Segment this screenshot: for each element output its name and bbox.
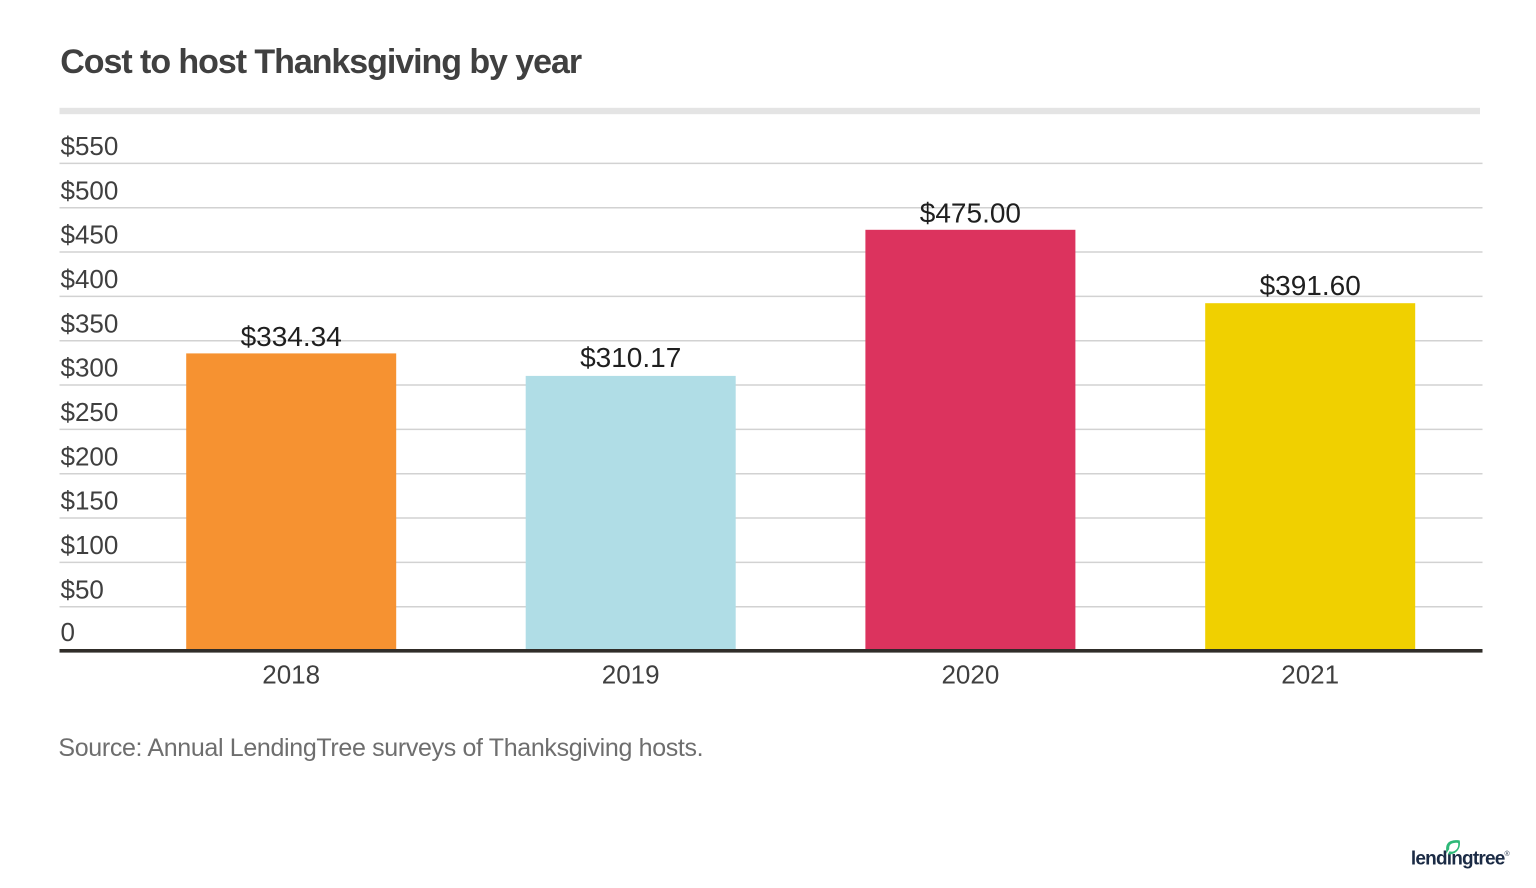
svg-text:$50: $50: [61, 574, 104, 604]
svg-text:$310.17: $310.17: [580, 342, 681, 373]
svg-text:lendıngtree: lendıngtree: [1411, 848, 1505, 869]
svg-text:2021: 2021: [1281, 660, 1339, 690]
svg-text:$475.00: $475.00: [920, 197, 1021, 228]
svg-text:Cost to host Thanksgiving by y: Cost to host Thanksgiving by year: [60, 43, 582, 81]
svg-text:2018: 2018: [262, 660, 320, 690]
svg-text:Source: Annual LendingTree sur: Source: Annual LendingTree surveys of Th…: [58, 734, 703, 762]
svg-text:0: 0: [61, 617, 75, 647]
svg-text:$200: $200: [61, 441, 119, 471]
svg-text:$450: $450: [61, 220, 119, 250]
svg-text:$500: $500: [61, 175, 119, 205]
svg-text:$250: $250: [61, 397, 119, 427]
svg-text:$300: $300: [61, 353, 119, 383]
svg-text:®: ®: [1505, 850, 1511, 858]
svg-text:$391.60: $391.60: [1260, 270, 1361, 301]
svg-text:2019: 2019: [602, 660, 660, 690]
svg-text:$550: $550: [61, 131, 119, 161]
svg-text:$400: $400: [61, 264, 119, 294]
svg-text:$100: $100: [61, 530, 119, 560]
svg-text:$350: $350: [61, 308, 119, 338]
svg-text:$334.34: $334.34: [241, 321, 342, 352]
svg-text:2020: 2020: [941, 660, 999, 690]
svg-text:$150: $150: [61, 486, 119, 516]
